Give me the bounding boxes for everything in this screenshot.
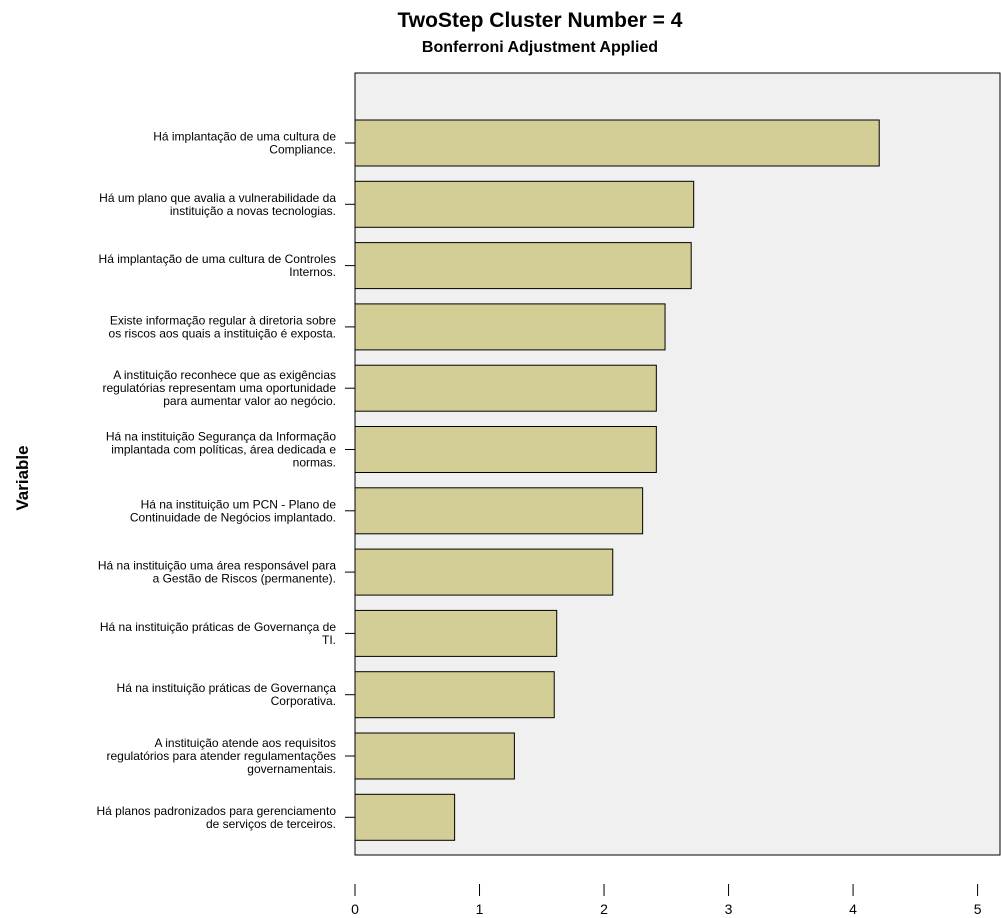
y-tick-label: A instituição reconhece que as exigência… [103,368,337,408]
y-tick-label-line: Continuidade de Negócios implantado. [130,510,336,524]
bar [354,180,695,228]
y-tick-label-line: regulatórias representam uma oportunidad… [103,381,337,395]
x-tick-label: 3 [725,901,733,917]
y-tick-label-line: implantada com políticas, área dedicada … [111,443,336,457]
y-tick-label-line: Compliance. [269,143,336,157]
y-tick-label-line: A instituição atende aos requisitos [155,736,336,750]
bar [354,487,644,535]
y-tick-label-line: Há na instituição Segurança da Informaçã… [106,430,336,444]
y-tick-label: A instituição atende aos requisitos regul… [107,736,336,776]
y-tick-label: Há na instituição Segurança da Informaçã… [106,430,336,470]
y-tick-label-line: para aumentar valor ao negócio. [163,394,336,408]
bar [354,242,692,290]
y-tick-label-line: Corporativa. [271,694,336,708]
y-tick-label-line: normas. [293,456,336,470]
y-tick-label: Há planos padronizados para gerenciament… [97,804,337,831]
y-tick-label-line: Há na instituição práticas de Governança [117,681,337,695]
chart-title: TwoStep Cluster Number = 4 [398,9,683,32]
y-tick-label: Há na instituição uma área responsável p… [98,559,336,586]
y-tick-label-line: Há planos padronizados para gerenciament… [97,804,337,818]
y-tick-label-line: os riscos aos quais a instituição é expo… [109,326,336,340]
y-tick-label-line: Há na instituição práticas de Governança… [100,620,336,634]
y-tick-label-line: regulatórios para atender regulamentaçõe… [107,749,336,763]
x-tick-label: 1 [476,901,484,917]
y-tick-label-line: instituição a novas tecnologias. [170,204,336,218]
bar [354,548,614,596]
chart-subtitle: Bonferroni Adjustment Applied [422,39,658,56]
y-tick-label: Há na instituição um PCN - Plano de Conti… [130,497,336,524]
y-tick-label-line: Há implantação de uma cultura de Control… [99,252,336,266]
y-tick-label-line: Há na instituição uma área responsável p… [98,559,336,573]
x-tick-label: 2 [600,901,608,917]
y-tick-label-line: A instituição reconhece que as exigência… [113,368,336,382]
y-tick-label: Há um plano que avalia a vulnerabilidade… [99,191,336,218]
y-tick-label: Há implantação de uma cultura de Complian… [153,130,336,157]
y-tick-label: Há na instituição práticas de Governança… [117,681,337,708]
bar [354,609,558,657]
bar [354,119,880,167]
y-tick-label: Existe informação regular à diretoria so… [109,313,337,340]
y-tick-label-line: Existe informação regular à diretoria so… [110,313,336,327]
y-tick-label-line: governamentais. [247,762,336,776]
y-tick-label-line: Internos. [289,265,336,279]
bar [354,426,657,473]
y-tick-label-line: TI. [322,633,336,647]
y-tick-label-line: de serviços de terceiros. [206,817,336,831]
bar [354,732,515,780]
y-axis-label: Variable [13,445,32,510]
x-tick-label: 5 [974,901,982,917]
y-tick-label: Há implantação de uma cultura de Control… [99,252,336,279]
y-tick-label-line: a Gestão de Riscos (permanente). [153,572,336,586]
bar [354,303,666,351]
y-tick-label-line: Há um plano que avalia a vulnerabilidade… [99,191,336,205]
y-tick-label-line: Há implantação de uma cultura de [153,130,336,144]
x-tick-label: 4 [849,901,857,917]
bar [354,364,657,412]
y-tick-label-line: Há na instituição um PCN - Plano de [141,497,337,511]
y-tick-label: Há na instituição práticas de Governança… [100,620,336,647]
x-tick-label: 0 [351,901,359,917]
bar [354,793,456,841]
bar [354,671,555,719]
